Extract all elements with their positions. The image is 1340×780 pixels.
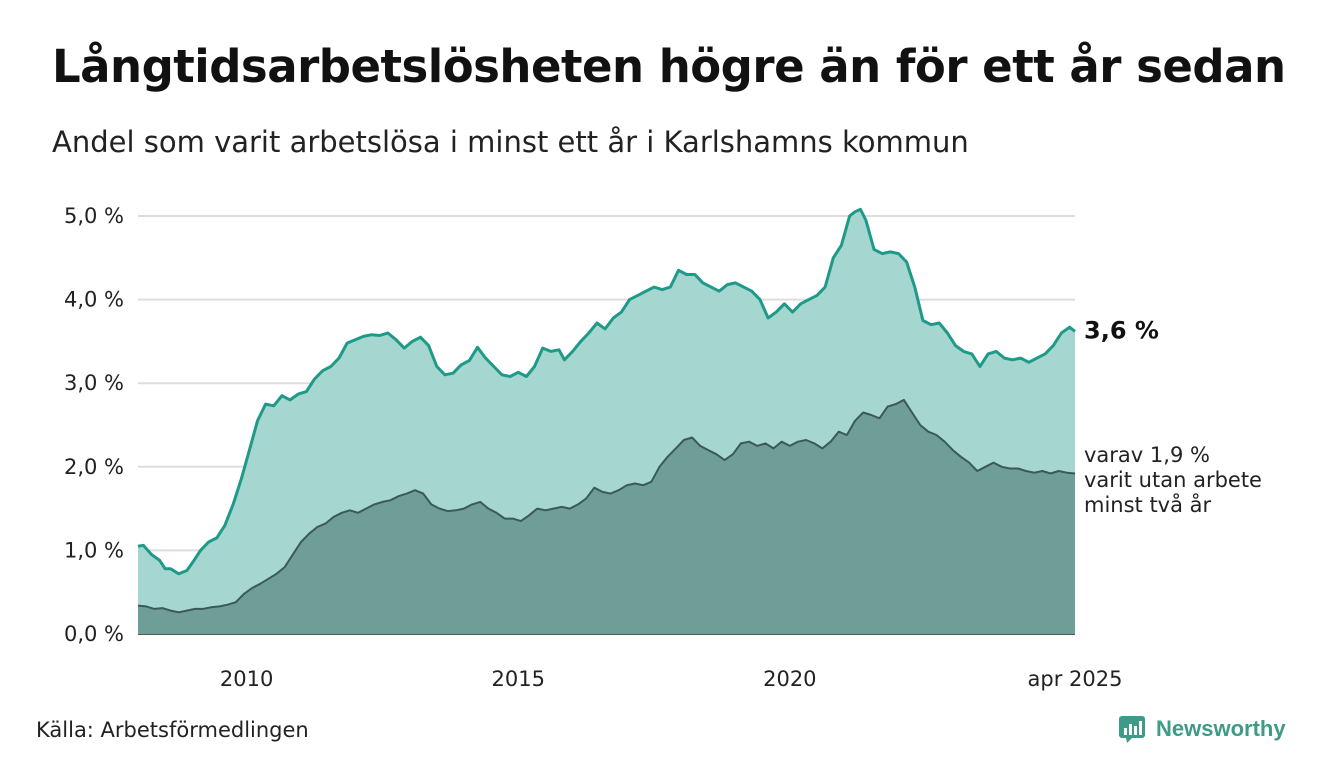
line-minst-tva-ar — [137, 398, 1076, 614]
x-tick-label: 2010 — [220, 667, 273, 691]
y-tick-label: 2,0 % — [64, 455, 124, 479]
area-minst-tva-ar — [138, 399, 1075, 634]
y-tick-label: 1,0 % — [64, 538, 124, 562]
end-value-label: 3,6 % — [1084, 316, 1159, 344]
y-tick-label: 5,0 % — [64, 204, 124, 228]
sub-series-label: varit utan arbete — [1084, 468, 1262, 492]
brand-logo[interactable]: Newsworthy — [1118, 714, 1286, 744]
sub-series-label: minst två år — [1084, 492, 1212, 517]
chart-subtitle: Andel som varit arbetslösa i minst ett å… — [52, 125, 969, 159]
brand-name: Newsworthy — [1156, 716, 1286, 741]
y-tick-label: 3,0 % — [64, 371, 124, 395]
y-tick-label: 4,0 % — [64, 288, 124, 312]
line-minst-ett-ar — [137, 207, 1076, 576]
y-tick-label: 0,0 % — [64, 622, 124, 646]
chart-title: Långtidsarbetslösheten högre än för ett … — [52, 40, 1286, 93]
x-tick-label: 2015 — [492, 667, 545, 691]
source-note: Källa: Arbetsförmedlingen — [36, 718, 309, 742]
x-tick-label: apr 2025 — [1028, 667, 1123, 691]
sub-series-label: varav 1,9 % — [1084, 443, 1210, 467]
chart-areas — [137, 207, 1076, 635]
newsworthy-logo-icon — [1119, 716, 1145, 743]
x-tick-label: 2020 — [763, 667, 816, 691]
axis-labels: 0,0 % 1,0 % 2,0 % 3,0 % 4,0 % 5,0 % 2010 2015 20… — [64, 204, 1123, 691]
